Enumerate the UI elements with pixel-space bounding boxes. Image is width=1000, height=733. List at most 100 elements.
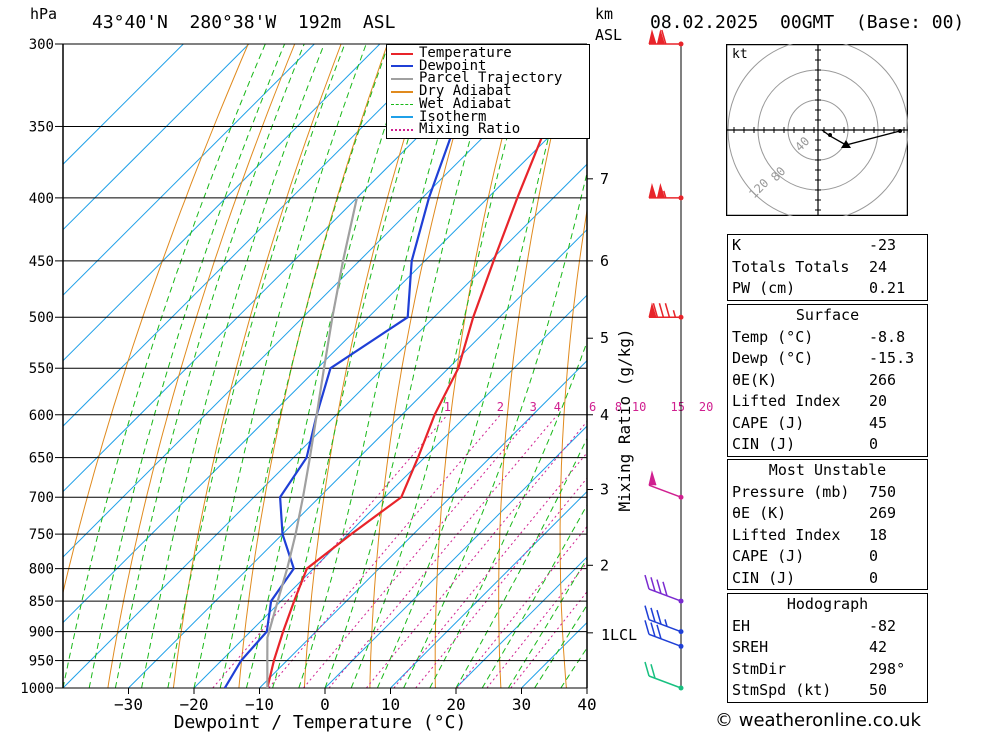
storm-motion-marker	[841, 140, 851, 148]
isotherm-line	[324, 425, 587, 688]
mixing-ratio-line	[268, 414, 501, 688]
y-tick-label: 600	[29, 408, 54, 424]
wet-adiabat-line	[403, 170, 587, 688]
hodograph-table-row: StmSpd (kt) 50	[728, 680, 927, 702]
wet-adiabat-line	[88, 44, 286, 688]
mixing-ratio-label: 3	[530, 400, 537, 414]
y-tick-label: 850	[29, 594, 54, 610]
surface-value: -8.8	[869, 327, 906, 346]
wet-adiabat-line	[350, 44, 533, 688]
hodograph-table-row: StmDir 298°	[728, 659, 927, 681]
dry-adiabat-line	[369, 44, 481, 688]
surface-row: θE(K) 266	[728, 370, 927, 392]
wind-barb	[644, 605, 684, 635]
y-tick-label: 550	[29, 361, 54, 377]
legend-swatch	[391, 128, 413, 131]
surface-value: -15.3	[869, 349, 915, 367]
surface-label: CIN (J)	[732, 435, 796, 453]
most-unstable-label: Lifted Index	[732, 525, 841, 544]
hodograph-table-value: 42	[869, 638, 888, 656]
y-tick-label: 950	[29, 654, 54, 670]
copyright-footer: © weatheronline.co.uk	[715, 710, 921, 731]
km-tick-label: 5	[600, 329, 609, 347]
legend-label: Parcel Trajectory	[419, 70, 563, 87]
y-tick-label: 650	[29, 451, 54, 467]
most-unstable-row: CIN (J) 0	[728, 568, 927, 590]
isotherm-line	[63, 98, 587, 624]
most-unstable-value: 18	[869, 525, 888, 544]
hodograph-point	[828, 133, 832, 137]
most-unstable-row: CAPE (J) 0	[728, 546, 927, 568]
y-tick-label: 700	[29, 490, 54, 506]
hodograph-table-value: 298°	[869, 659, 906, 678]
wind-barb	[648, 470, 684, 500]
mixing-ratio-label: 1	[444, 400, 451, 414]
most-unstable-label: θE (K)	[732, 504, 787, 522]
dewpoint-line	[223, 44, 512, 688]
hodograph-table-row: EH -82	[728, 616, 927, 638]
x-tick-label: 10	[381, 695, 400, 714]
surface-row: CAPE (J) 45	[728, 413, 927, 435]
wind-barb	[648, 302, 684, 320]
hodograph-table-label: StmSpd (kt)	[732, 681, 832, 699]
hodograph-unit-label: kt	[732, 47, 748, 62]
surface-row: Lifted Index 20	[728, 391, 927, 413]
most-unstable-value: 750	[869, 482, 897, 501]
surface-table: Surface Temp (°C) -8.8 Dewp (°C) -15.3 θE(K)…	[727, 304, 928, 457]
legend-swatch	[391, 103, 413, 105]
dry-adiabat-line	[238, 44, 388, 688]
legend-label: Temperature	[419, 45, 512, 61]
y-tick-label: 1000	[20, 681, 54, 697]
hodograph-table: Hodograph EH -82 SREH 42 StmDir 298° StmSpd (k…	[727, 593, 928, 703]
most-unstable-row: Pressure (mb) 750	[728, 482, 927, 504]
km-tick-label: 2	[600, 556, 609, 574]
wind-barb	[644, 574, 684, 604]
km-unit-label: km	[595, 5, 614, 23]
mixing-ratio-line	[486, 561, 587, 688]
hodograph-trace	[821, 129, 901, 146]
most-unstable-row: Lifted Index 18	[728, 525, 927, 547]
km-tick-label: 7	[600, 170, 609, 188]
legend-item: Dewpoint	[391, 57, 587, 74]
mixing-ratio-label: 2	[497, 400, 504, 414]
temperature-line	[266, 56, 587, 688]
mixing-ratio-label: 8	[615, 400, 622, 414]
isotherm-line	[390, 490, 587, 688]
mixing-ratio-line	[212, 414, 448, 688]
wind-barb	[648, 29, 684, 47]
legend-item: Dry Adiabat	[391, 84, 587, 98]
k-index-row: K -23	[732, 236, 897, 254]
indices-table: K -23 Totals Totals 24 PW (cm) 0.21	[727, 234, 928, 301]
surface-title: Surface	[795, 306, 860, 324]
surface-label: θE(K)	[732, 370, 778, 389]
wind-barb	[644, 661, 684, 691]
isotherm-line	[455, 556, 587, 688]
x-tick-label: 40	[577, 695, 596, 714]
y-tick-label: 900	[29, 625, 54, 641]
isotherm-line	[63, 44, 250, 231]
surface-label: Dewp (°C)	[732, 349, 814, 367]
surface-value: 0	[869, 435, 879, 453]
legend-label: Mixing Ratio	[419, 121, 521, 138]
y-tick-label: 800	[29, 562, 54, 578]
legend-label: Isotherm	[419, 108, 487, 125]
isotherm-line	[63, 44, 184, 165]
legend-label: Dewpoint	[419, 57, 487, 74]
x-tick-label: −10	[245, 695, 274, 714]
y-tick-label: 500	[29, 310, 54, 326]
mixing-ratio-line	[328, 414, 558, 688]
surface-value: 45	[869, 413, 888, 432]
surface-value: 20	[869, 392, 888, 410]
most-unstable-value: 269	[869, 504, 897, 522]
skewt-chart: 3003504004505005506006507007508008509009…	[20, 29, 713, 733]
mixing-ratio-label: 10	[632, 400, 646, 414]
isotherm-line	[63, 44, 315, 296]
mixing-ratio-label: 15	[671, 400, 685, 414]
asl-unit-label: ASL	[595, 26, 623, 44]
wet-adiabat-line	[481, 504, 587, 688]
y-tick-label: 400	[29, 191, 54, 207]
wet-adiabat-line	[455, 437, 587, 688]
most-unstable-label: Pressure (mb)	[732, 482, 850, 501]
surface-row: CIN (J) 0	[728, 434, 927, 456]
